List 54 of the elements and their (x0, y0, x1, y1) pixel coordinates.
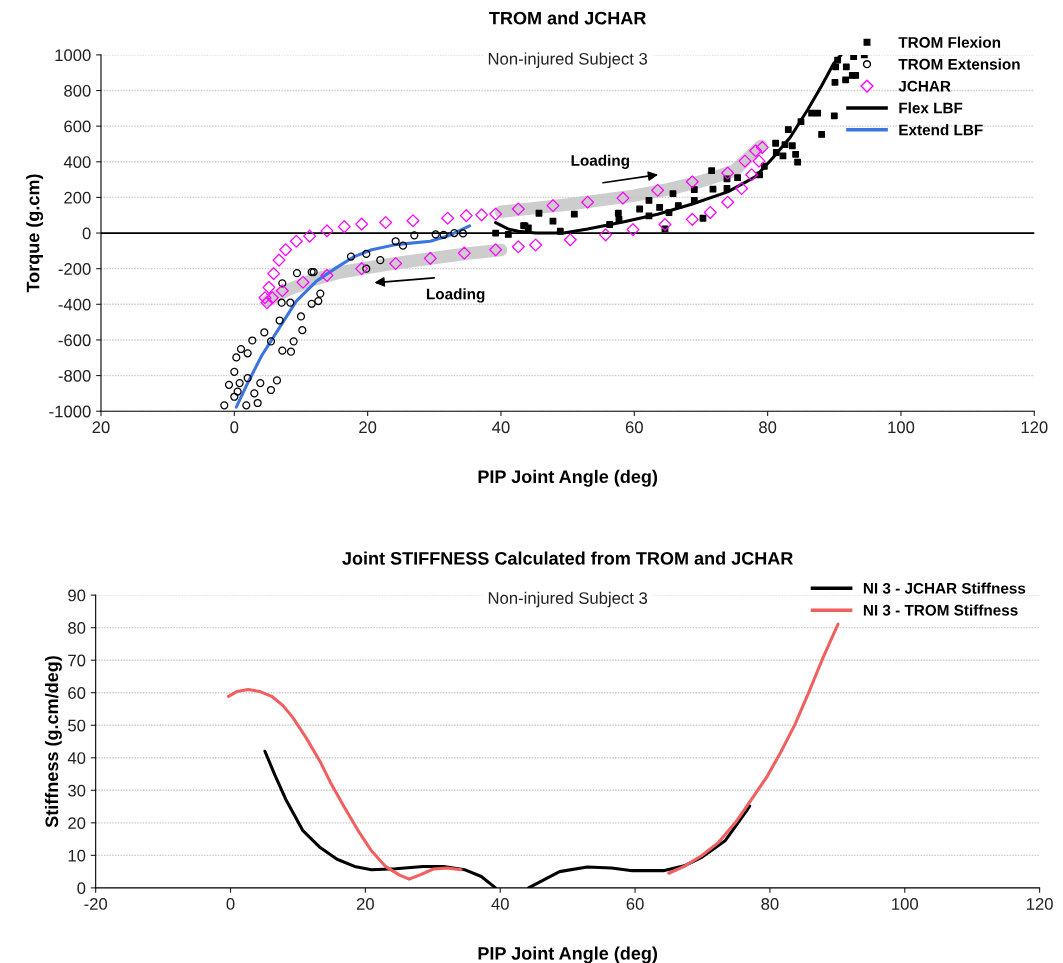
annotation: Loading (426, 288, 485, 303)
y-tick-label: 50 (68, 719, 86, 732)
x-tick-label: 0 (226, 898, 235, 910)
y-tick-label: 1000 (55, 49, 91, 62)
legend-label: NI 3 - JCHAR Stiffness (863, 582, 1026, 594)
y-tick-label: -1000 (49, 405, 91, 418)
y-tick-label: -600 (58, 334, 91, 347)
x-tick-label: 0 (230, 421, 239, 434)
chart-title: Joint STIFFNESS Calculated from TROM and JCHAR (342, 551, 793, 565)
y-tick-label: 30 (68, 784, 86, 797)
y-tick-label: 60 (68, 687, 86, 699)
x-axis-title: PIP Joint Angle (deg) (478, 469, 658, 487)
y-tick-label: 0 (82, 227, 91, 240)
chart-subtitle: Non-injured Subject 3 (488, 52, 648, 68)
y-tick-label: -200 (58, 263, 91, 275)
y-axis-title: Torque (g.cm) (26, 174, 44, 293)
chart-title: TROM and JCHAR (489, 11, 647, 25)
x-tick-label: 120 (1021, 421, 1048, 434)
legend-label: NI 3 - TROM Stiffness (863, 604, 1018, 616)
x-tick-label: 40 (491, 898, 509, 910)
y-tick-label: 200 (64, 191, 91, 204)
legend-label: Flex LBF (899, 102, 963, 114)
x-tick-label: 20 (356, 898, 374, 910)
y-tick-label: 10 (68, 849, 86, 862)
legend-label: Extend LBF (899, 124, 983, 136)
x-tick-label: 20 (92, 421, 110, 434)
x-tick-label: 20 (359, 421, 377, 434)
x-tick-label: 60 (626, 898, 644, 910)
legend-label: TROM Extension (898, 58, 1020, 70)
y-tick-label: 80 (68, 622, 86, 634)
y-tick-label: 90 (68, 589, 86, 602)
y-tick-label: -800 (58, 369, 91, 382)
x-tick-label: 100 (888, 421, 915, 434)
y-tick-label: -400 (58, 298, 91, 311)
x-tick-label: 100 (892, 898, 919, 910)
x-axis-title: PIP Joint Angle (deg) (478, 946, 658, 963)
y-tick-label: 600 (64, 120, 91, 133)
y-tick-label: 0 (77, 882, 86, 895)
legend-label: TROM Flexion (898, 36, 1001, 48)
y-tick-label: 20 (68, 817, 86, 830)
x-tick-label: 80 (761, 898, 779, 910)
y-tick-label: 400 (63, 156, 91, 168)
y-axis-title: Stiffness (g.cm/deg) (44, 656, 62, 828)
x-tick-label: 60 (625, 421, 643, 434)
x-tick-label: -20 (84, 898, 108, 910)
y-tick-label: 800 (64, 84, 91, 97)
x-tick-label: 120 (1026, 898, 1053, 910)
y-tick-label: 40 (67, 752, 86, 764)
x-tick-label: 40 (492, 421, 510, 434)
x-tick-label: 80 (759, 421, 777, 434)
legend-label: JCHAR (898, 80, 951, 92)
annotation: Loading (571, 154, 629, 169)
y-tick-label: 70 (68, 654, 86, 667)
chart-subtitle: Non-injured Subject 3 (488, 591, 648, 608)
